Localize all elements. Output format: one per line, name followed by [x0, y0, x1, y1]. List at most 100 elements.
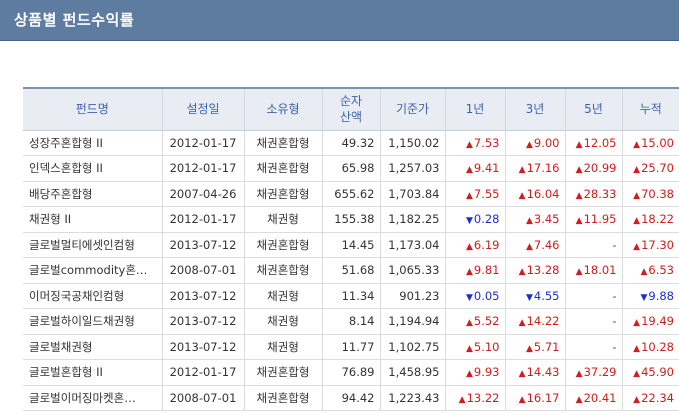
return-cumulative-cell: ▲17.30 — [622, 232, 679, 258]
return-5y-cell: - — [565, 283, 623, 309]
return-1y-cell: ▲5.10 — [445, 334, 506, 360]
fund-type-cell: 채권형 — [244, 334, 323, 360]
col-header-nav[interactable]: 기준가 — [380, 88, 446, 131]
return-5y-cell: ▲28.33 — [565, 181, 623, 207]
fund-type-cell: 채권형 — [244, 206, 323, 233]
return-cumulative-cell: ▲45.90 — [622, 359, 679, 386]
return-1y-cell-value: 9.93 — [473, 365, 500, 380]
net-assets-cell: 655.62 — [322, 181, 381, 207]
col-header-type[interactable]: 소유형 — [244, 88, 323, 131]
return-1y-cell-value: 7.53 — [473, 135, 500, 150]
return-1y-cell-value: 0.28 — [473, 212, 500, 227]
fund-name-cell[interactable]: 글로벌채권형 — [23, 334, 163, 360]
return-3y-cell: ▲16.17 — [505, 385, 566, 411]
fund-name-cell[interactable]: 글로벌commodity혼… — [23, 257, 163, 284]
return-3y-cell-value: 5.71 — [533, 339, 560, 354]
return-5y-cell: ▲12.05 — [565, 130, 623, 156]
fund-name-cell[interactable]: 성장주혼합형 II — [23, 130, 163, 156]
return-1y-cell: ▼0.05 — [445, 283, 506, 309]
fund-name-cell[interactable]: 이머징국공채인컴형 — [23, 283, 163, 309]
return-3y-cell: ▲14.22 — [505, 308, 566, 335]
triangle-up-icon: ▲ — [525, 139, 533, 150]
net-assets-cell: 11.34 — [322, 283, 381, 309]
setup-date-cell: 2013-07-12 — [162, 283, 245, 309]
return-3y-cell: ▲13.28 — [505, 257, 566, 284]
return-cumulative-cell: ▲18.22 — [622, 206, 679, 233]
table-row: 성장주혼합형 II 2012-01-17 채권혼합형 49.32 1,150.02 ▲7.… — [23, 130, 679, 156]
net-assets-cell: 65.98 — [322, 155, 381, 182]
table-row: 글로벌commodity혼… 2008-07-01 채권혼합형 51.68 1,065.… — [23, 257, 679, 284]
col-header-net-assets[interactable]: 순자 산액 — [322, 88, 381, 131]
return-5y-cell-value: 12.05 — [583, 135, 617, 150]
triangle-up-icon: ▲ — [518, 165, 526, 176]
triangle-up-icon: ▲ — [525, 241, 533, 252]
return-5y-cell: - — [565, 334, 623, 360]
net-assets-cell: 51.68 — [322, 257, 381, 284]
return-1y-cell-value: 7.55 — [473, 186, 500, 201]
col-header-cumulative[interactable]: 누적 — [622, 88, 679, 131]
triangle-up-icon: ▲ — [575, 139, 583, 150]
fund-name-cell[interactable]: 글로벌멀티에셋인컴형 — [23, 232, 163, 258]
return-3y-cell-value: 16.17 — [526, 390, 560, 405]
triangle-up-icon: ▲ — [465, 241, 473, 252]
nav-cell: 1,703.84 — [380, 181, 446, 207]
fund-type-cell: 채권혼합형 — [244, 359, 323, 386]
fund-type-cell: 채권형 — [244, 308, 323, 335]
return-3y-cell-value: 3.45 — [533, 212, 560, 227]
fund-name-cell[interactable]: 채권형 II — [23, 206, 163, 233]
triangle-up-icon: ▲ — [518, 394, 526, 405]
fund-name-cell[interactable]: 인덱스혼합형 II — [23, 155, 163, 182]
return-5y-cell: - — [565, 308, 623, 335]
triangle-up-icon: ▲ — [525, 343, 533, 354]
fund-returns-table-container: 펀드명 설정일 소유형 순자 산액 기준가 1년 3년 5년 누적 성장주혼합형 … — [23, 87, 679, 411]
nav-cell: 1,458.95 — [380, 359, 446, 386]
triangle-down-icon: ▼ — [640, 292, 648, 303]
return-cumulative-cell: ▲22.34 — [622, 385, 679, 411]
triangle-up-icon: ▲ — [575, 267, 583, 278]
col-header-setup-date[interactable]: 설정일 — [162, 88, 245, 131]
setup-date-cell: 2013-07-12 — [162, 232, 245, 258]
page-title: 상품별 펀드수익률 — [14, 11, 135, 29]
col-header-3y[interactable]: 3년 — [505, 88, 566, 131]
col-header-1y[interactable]: 1년 — [445, 88, 506, 131]
return-cumulative-cell: ▲6.53 — [622, 257, 679, 284]
nav-cell: 1,150.02 — [380, 130, 446, 156]
setup-date-cell: 2012-01-17 — [162, 359, 245, 386]
return-cumulative-cell-value: 15.00 — [641, 135, 674, 150]
triangle-up-icon: ▲ — [633, 369, 641, 380]
setup-date-cell: 2007-04-26 — [162, 181, 245, 207]
triangle-up-icon: ▲ — [575, 216, 583, 227]
triangle-up-icon: ▲ — [575, 165, 583, 176]
return-cumulative-cell-value: 19.49 — [641, 314, 674, 329]
triangle-up-icon: ▲ — [518, 190, 526, 201]
nav-cell: 901.23 — [380, 283, 446, 309]
return-3y-cell-value: 7.46 — [533, 237, 560, 252]
return-cumulative-cell-value: 22.34 — [641, 390, 674, 405]
col-header-5y[interactable]: 5년 — [565, 88, 623, 131]
col-header-net-assets-label: 순자 산액 — [339, 94, 363, 125]
return-1y-cell: ▲7.53 — [445, 130, 506, 156]
return-3y-cell-value: 14.43 — [526, 365, 560, 380]
return-5y-cell-value: 37.29 — [583, 365, 617, 380]
return-cumulative-cell: ▼9.88 — [622, 283, 679, 309]
return-5y-cell: ▲20.99 — [565, 155, 623, 182]
triangle-up-icon: ▲ — [633, 190, 641, 201]
fund-type-cell: 채권혼합형 — [244, 385, 323, 411]
table-row: 글로벌하이일드채권형 2013-07-12 채권형 8.14 1,194.94 ▲5.52… — [23, 308, 679, 335]
return-1y-cell-value: 5.52 — [473, 314, 500, 329]
return-1y-cell: ▼0.28 — [445, 206, 506, 233]
fund-type-cell: 채권혼합형 — [244, 232, 323, 258]
return-3y-cell: ▲3.45 — [505, 206, 566, 233]
triangle-up-icon: ▲ — [575, 394, 583, 405]
col-header-fund-name[interactable]: 펀드명 — [23, 88, 163, 131]
fund-name-cell[interactable]: 글로벌이머징마켓혼… — [23, 385, 163, 411]
return-1y-cell: ▲7.55 — [445, 181, 506, 207]
net-assets-cell: 49.32 — [322, 130, 381, 156]
fund-returns-table: 펀드명 설정일 소유형 순자 산액 기준가 1년 3년 5년 누적 성장주혼합형 … — [23, 87, 679, 411]
fund-type-cell: 채권형 — [244, 283, 323, 309]
return-1y-cell: ▲6.19 — [445, 232, 506, 258]
fund-name-cell[interactable]: 글로벌혼합형 II — [23, 359, 163, 386]
return-3y-cell-value: 9.00 — [533, 135, 560, 150]
fund-name-cell[interactable]: 배당주혼합형 — [23, 181, 163, 207]
fund-name-cell[interactable]: 글로벌하이일드채권형 — [23, 308, 163, 335]
